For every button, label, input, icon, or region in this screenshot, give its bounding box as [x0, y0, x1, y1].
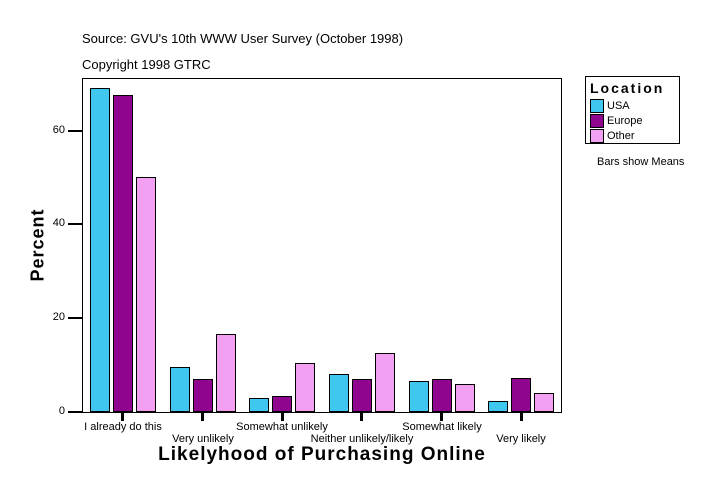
- bar-usa-0: [90, 88, 110, 412]
- x-tick-mark: [121, 413, 124, 421]
- plot-area: [82, 78, 562, 413]
- x-tick-mark: [281, 413, 284, 421]
- bar-europe-3: [352, 379, 372, 412]
- other-color-swatch: [590, 128, 604, 143]
- x-category-label: I already do this: [84, 421, 162, 433]
- y-tick-label: 20: [52, 311, 65, 324]
- bar-europe-5: [511, 378, 531, 412]
- bar-other-3: [375, 353, 395, 412]
- bar-europe-0: [113, 95, 133, 412]
- bar-usa-3: [329, 374, 349, 412]
- note-bars-show-means: Bars show Means: [597, 156, 685, 168]
- legend-item-europe: Europe: [590, 113, 675, 128]
- x-tick-mark: [201, 413, 204, 421]
- bar-usa-4: [409, 381, 429, 412]
- bar-europe-4: [432, 379, 452, 412]
- europe-color-swatch: [590, 113, 604, 128]
- bar-other-5: [534, 393, 554, 412]
- legend-box: Location USA Europe Other: [585, 76, 680, 144]
- y-tick-label: 60: [52, 123, 65, 136]
- bar-europe-1: [193, 379, 213, 412]
- bar-other-4: [455, 384, 475, 412]
- y-tick-label: 40: [52, 217, 65, 230]
- bar-usa-5: [488, 401, 508, 412]
- x-category-label: Very unlikely: [172, 433, 234, 445]
- y-tick-mark: [68, 317, 82, 320]
- legend-item-label: Europe: [607, 114, 643, 127]
- x-category-label: Somewhat unlikely: [236, 421, 328, 433]
- bar-other-0: [136, 177, 156, 412]
- legend-item-usa: USA: [590, 98, 675, 113]
- x-tick-mark: [360, 413, 363, 421]
- x-axis-title: Likelyhood of Purchasing Online: [158, 444, 486, 465]
- legend-item-label: Other: [607, 129, 635, 142]
- bar-usa-2: [249, 398, 269, 412]
- copyright-caption: Copyright 1998 GTRC: [82, 57, 211, 72]
- bar-other-1: [216, 334, 236, 412]
- bar-other-2: [295, 363, 315, 412]
- legend-title: Location: [590, 80, 665, 96]
- x-tick-mark: [520, 413, 523, 421]
- y-tick-label: 0: [58, 405, 65, 417]
- x-category-label: Very likely: [496, 433, 546, 445]
- x-category-label: Neither unlikely/likely: [310, 433, 414, 445]
- x-tick-mark: [440, 413, 443, 421]
- bar-usa-1: [170, 367, 190, 412]
- source-caption: Source: GVU's 10th WWW User Survey (Octo…: [82, 31, 404, 46]
- y-tick-mark: [68, 411, 82, 413]
- x-category-label: Somewhat likely: [402, 421, 482, 433]
- legend-item-other: Other: [590, 128, 675, 143]
- y-tick-mark: [68, 223, 82, 226]
- usa-color-swatch: [590, 98, 604, 113]
- bar-europe-2: [272, 396, 292, 412]
- y-tick-mark: [68, 129, 82, 132]
- legend-item-label: USA: [607, 99, 630, 112]
